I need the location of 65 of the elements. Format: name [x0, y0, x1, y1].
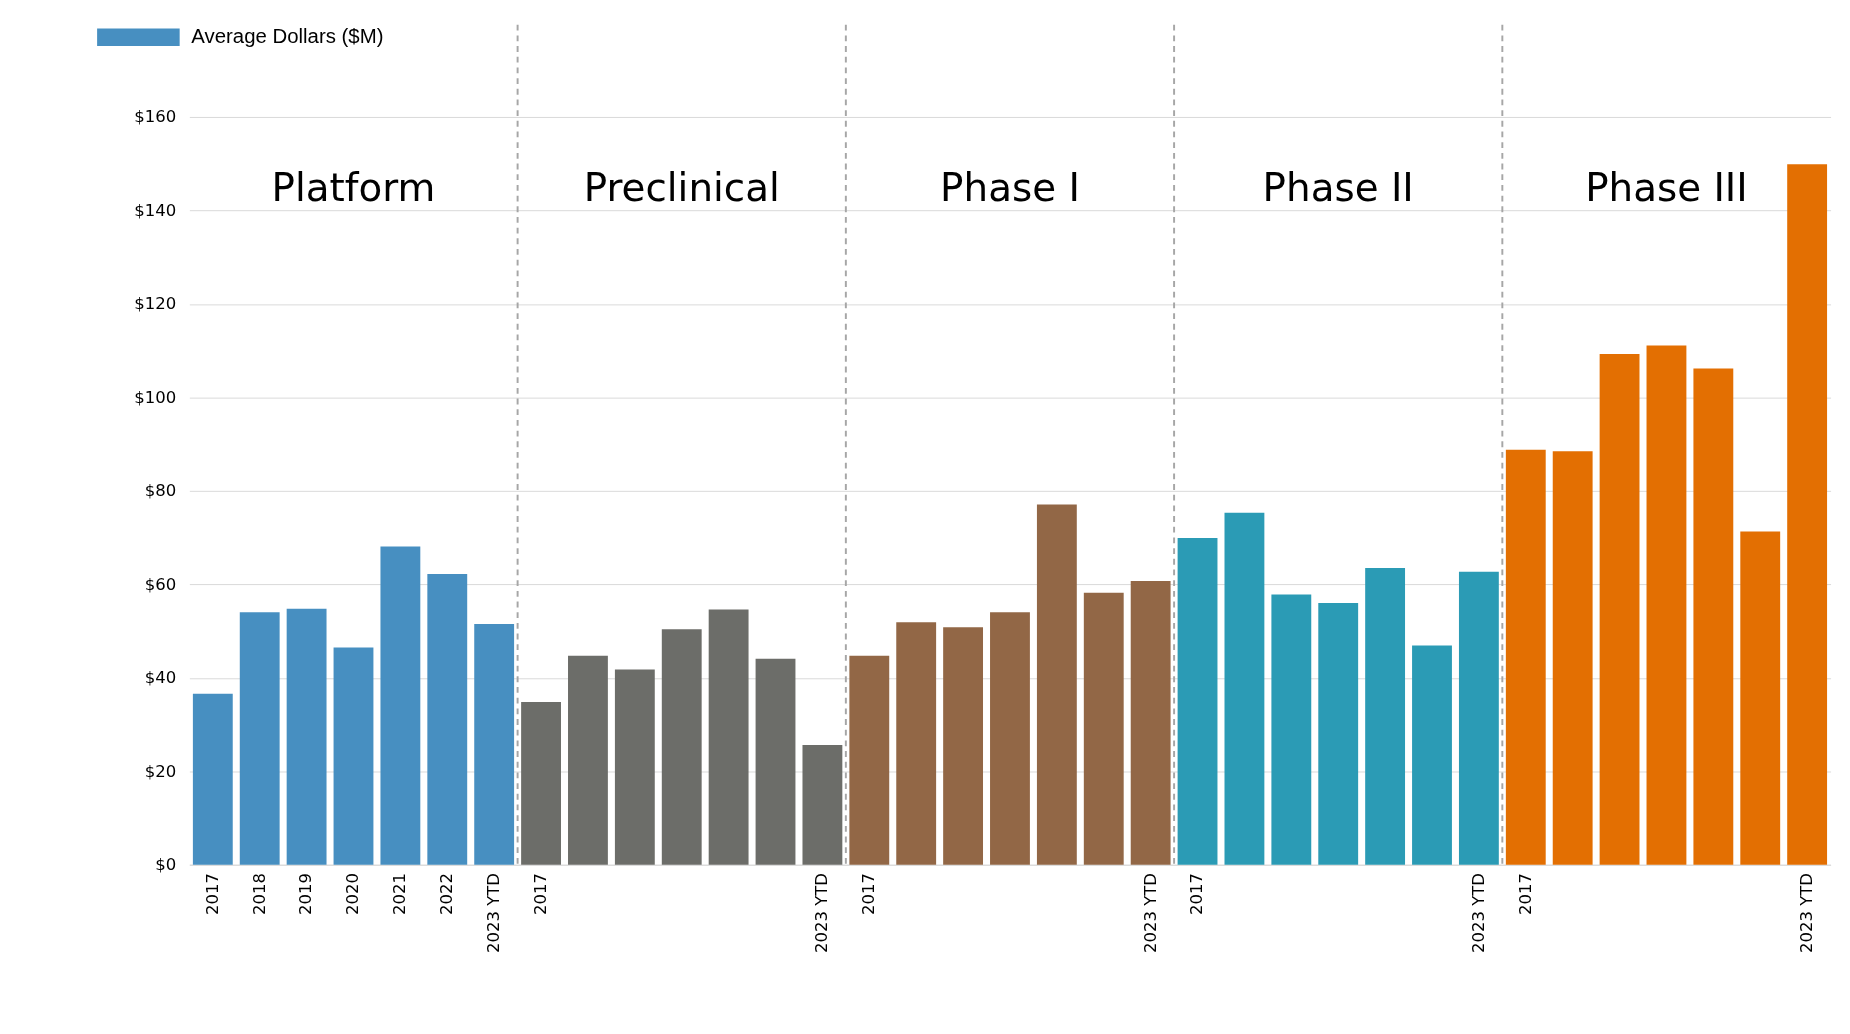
annotation: Platform	[271, 165, 436, 211]
x-tick-label: 2022	[437, 872, 457, 915]
x-tick-label: 2023 YTD	[1796, 872, 1816, 954]
x-tick-label: 2021	[390, 872, 410, 915]
bar	[1130, 581, 1171, 865]
bar	[1365, 567, 1406, 865]
bar	[1646, 345, 1687, 865]
bar	[1036, 504, 1077, 865]
bar	[380, 546, 421, 865]
bar	[614, 669, 655, 865]
bar	[1599, 353, 1640, 865]
x-tick-label: 2020	[343, 872, 363, 915]
annotation: Preclinical	[583, 165, 780, 211]
bar	[1458, 571, 1499, 865]
bar	[1318, 603, 1359, 865]
bar	[427, 574, 468, 865]
y-tick-label: $60	[144, 574, 177, 594]
y-tick-label: $20	[144, 761, 177, 781]
x-tick-label: 2017	[530, 872, 550, 915]
y-tick-label: $140	[134, 200, 177, 220]
legend-label: Average Dollars ($M)	[191, 25, 384, 48]
y-tick-label: $120	[134, 294, 177, 314]
bar	[1224, 512, 1265, 865]
x-tick-label: 2017	[202, 872, 222, 915]
annotation: Phase II	[1262, 165, 1414, 211]
bar	[1505, 449, 1546, 865]
bar	[568, 655, 608, 865]
x-tick-label: 2023 YTD	[1140, 872, 1160, 954]
bar	[1083, 592, 1124, 865]
x-tick-label: 2023 YTD	[812, 872, 832, 954]
bar	[286, 608, 327, 865]
x-tick-label: 2019	[296, 872, 316, 915]
bar	[849, 655, 890, 865]
bar	[802, 745, 843, 865]
y-tick-label: $80	[144, 481, 177, 501]
bar	[474, 624, 515, 865]
bar	[1787, 164, 1828, 865]
bar	[333, 647, 374, 865]
y-tick-label: $0	[155, 855, 177, 875]
bar	[1693, 368, 1734, 865]
bar	[661, 629, 702, 865]
x-tick-label: 2023 YTD	[484, 872, 504, 954]
y-tick-label: $100	[134, 387, 177, 407]
bar	[755, 658, 796, 865]
bar	[1740, 531, 1781, 865]
x-tick-label: 2023 YTD	[1468, 872, 1488, 954]
x-tick-label: 2017	[859, 872, 879, 915]
bar	[708, 609, 749, 865]
bar	[1177, 538, 1218, 865]
x-tick-label: 2017	[1515, 872, 1535, 915]
bar	[192, 693, 233, 865]
bar	[1271, 594, 1312, 865]
x-tick-label: 2017	[1187, 872, 1207, 915]
bar	[943, 627, 984, 865]
bar	[1412, 645, 1452, 865]
annotation: Phase I	[940, 165, 1080, 211]
annotation: Phase III	[1585, 165, 1748, 211]
bar	[239, 612, 280, 865]
bar	[990, 612, 1030, 865]
bar	[1552, 451, 1593, 865]
y-tick-label: $40	[144, 668, 177, 688]
x-tick-label: 2018	[249, 872, 269, 915]
bar	[521, 702, 561, 865]
bar	[896, 622, 937, 865]
y-tick-label: $160	[134, 107, 177, 127]
